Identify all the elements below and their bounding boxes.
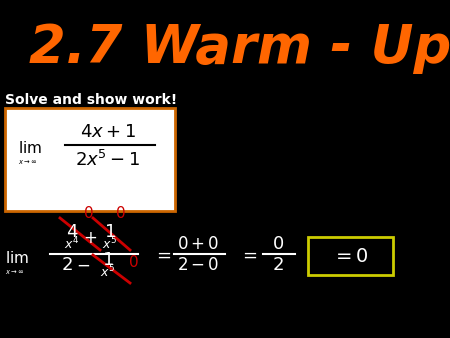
Text: $4x+1$: $4x+1$: [80, 123, 136, 141]
Text: $1$: $1$: [104, 223, 116, 241]
Text: $x^4$: $x^4$: [64, 236, 80, 252]
Text: $\lim$: $\lim$: [5, 250, 29, 266]
Text: $_{x\to\infty}$: $_{x\to\infty}$: [18, 157, 37, 167]
Text: $0+0$: $0+0$: [177, 235, 219, 253]
Text: $-$: $-$: [76, 256, 90, 274]
Text: $x^5$: $x^5$: [100, 264, 116, 280]
Text: $1$: $1$: [102, 251, 114, 269]
Text: 2.7 Warm - Up: 2.7 Warm - Up: [29, 22, 450, 74]
Text: $0$: $0$: [272, 235, 284, 253]
Text: $2$: $2$: [272, 256, 284, 274]
Text: $2x^5-1$: $2x^5-1$: [75, 150, 141, 170]
Text: $= 0$: $= 0$: [332, 246, 369, 266]
Text: $2$: $2$: [61, 256, 73, 274]
Text: $_{x\to\infty}$: $_{x\to\infty}$: [5, 267, 25, 277]
Text: $\lim$: $\lim$: [18, 140, 42, 156]
Text: $0$: $0$: [115, 205, 125, 221]
Text: $=$: $=$: [153, 246, 171, 264]
Text: $4$: $4$: [66, 223, 78, 241]
Text: $2-0$: $2-0$: [177, 256, 219, 274]
Text: $+$: $+$: [83, 229, 97, 247]
Bar: [5, 108, 175, 211]
Text: $0$: $0$: [83, 205, 93, 221]
Text: $x^5$: $x^5$: [103, 236, 117, 252]
Text: $=$: $=$: [238, 246, 257, 264]
Text: $0$: $0$: [128, 254, 138, 270]
Bar: [308, 237, 393, 275]
Text: Solve and show work!: Solve and show work!: [5, 93, 177, 107]
